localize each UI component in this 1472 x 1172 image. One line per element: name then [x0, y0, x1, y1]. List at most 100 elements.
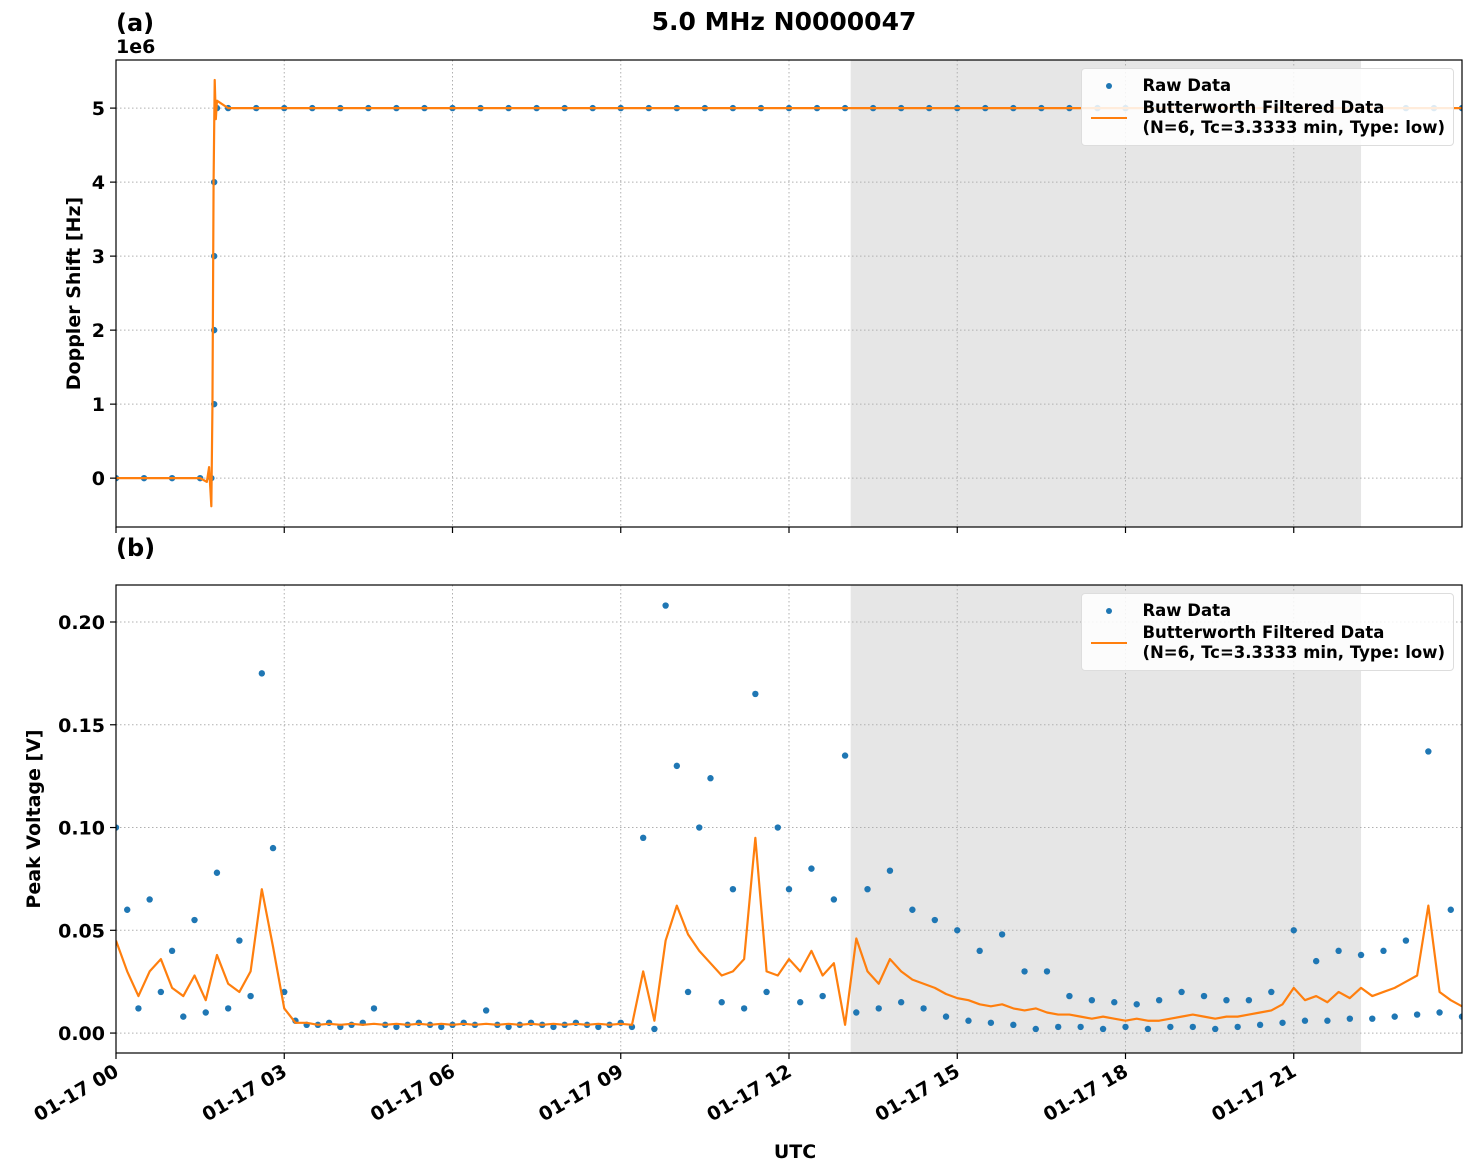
legend-entry: Butterworth Filtered Data (N=6, Tc=3.333…: [1090, 623, 1445, 663]
legend-entry: Butterworth Filtered Data (N=6, Tc=3.333…: [1090, 98, 1445, 138]
raw-point: [942, 1013, 950, 1020]
raw-point: [920, 1005, 927, 1012]
raw-point: [853, 1009, 860, 1016]
plot-area: [116, 602, 1462, 1033]
raw-point: [1021, 968, 1028, 975]
raw-point: [1077, 1023, 1084, 1031]
raw-point: [1212, 1025, 1219, 1033]
filtered-line: [116, 78, 1462, 508]
raw-point: [1133, 1001, 1140, 1008]
x-tick-label: 01-17 12: [703, 1060, 795, 1126]
raw-point: [1402, 937, 1410, 944]
raw-point: [1413, 1011, 1421, 1018]
y-tick-label: 0: [92, 468, 105, 490]
raw-point: [684, 988, 692, 996]
raw-point: [987, 1019, 995, 1026]
raw-point: [157, 988, 165, 996]
raw-point: [236, 937, 243, 944]
raw-point: [124, 906, 131, 913]
raw-point: [740, 1005, 748, 1012]
raw-point: [1256, 1021, 1264, 1029]
x-tick-label: 01-17 06: [367, 1060, 459, 1126]
raw-point: [819, 992, 826, 1000]
raw-point: [1088, 996, 1096, 1004]
raw-point: [830, 896, 838, 903]
raw-point: [841, 752, 849, 759]
raw-point: [729, 885, 737, 893]
raw-point: [550, 1023, 557, 1031]
raw-point: [763, 988, 770, 996]
legend-swatch: [1091, 641, 1128, 645]
raw-point: [998, 931, 1006, 938]
raw-point: [1189, 1023, 1197, 1031]
raw-point: [1032, 1025, 1039, 1033]
raw-point: [1369, 1015, 1376, 1022]
y-tick-label: 4: [92, 172, 105, 194]
raw-point: [662, 602, 669, 609]
y-tick-label: 0.15: [58, 715, 105, 737]
raw-point: [954, 927, 961, 934]
raw-point: [797, 999, 804, 1006]
raw-point: [931, 916, 939, 924]
raw-point: [370, 1005, 378, 1012]
raw-point: [505, 1023, 512, 1031]
raw-point: [180, 1013, 187, 1020]
raw-point: [1066, 992, 1073, 1000]
raw-point: [1010, 1021, 1017, 1029]
raw-point: [1234, 1023, 1241, 1031]
raw-point: [1122, 1023, 1129, 1031]
raw-point: [1447, 906, 1454, 913]
x-tick-label: 01-17 21: [1208, 1060, 1300, 1126]
raw-point: [438, 1023, 445, 1031]
raw-point: [651, 1025, 658, 1033]
x-tick-label: 01-17 03: [198, 1060, 290, 1126]
legend-key: [1090, 83, 1128, 89]
x-tick-label: 01-17 18: [1040, 1060, 1132, 1126]
raw-point: [886, 867, 894, 874]
raw-point: [213, 869, 221, 876]
raw-point: [168, 947, 176, 955]
raw-point: [1111, 999, 1118, 1006]
raw-point: [247, 992, 254, 1000]
raw-point: [1099, 1025, 1107, 1033]
raw-point: [1055, 1023, 1062, 1031]
y-tick-label: 0.10: [58, 818, 105, 840]
raw-point: [258, 670, 266, 677]
raw-point: [864, 885, 871, 893]
legend-key: [1090, 608, 1128, 614]
raw-point: [718, 999, 725, 1006]
raw-point: [785, 885, 793, 893]
panel-label: (a): [116, 9, 154, 37]
legend-swatch: [1106, 83, 1113, 89]
raw-point: [135, 1005, 142, 1012]
raw-point: [1335, 947, 1342, 955]
raw-point: [673, 762, 681, 770]
raw-point: [808, 865, 815, 872]
raw-point: [1268, 988, 1275, 996]
raw-point: [1425, 748, 1432, 755]
legend-key: [1090, 641, 1128, 645]
raw-point: [707, 775, 714, 782]
raw-point: [393, 1023, 400, 1031]
raw-point: [191, 916, 198, 924]
raw-point: [1391, 1013, 1398, 1020]
raw-point: [875, 1005, 882, 1012]
x-tick-label: 01-17 15: [871, 1060, 963, 1126]
raw-point: [909, 906, 916, 913]
raw-point: [897, 999, 905, 1006]
legend-entry: Raw Data: [1090, 76, 1445, 96]
raw-point: [269, 844, 277, 852]
raw-point: [1380, 947, 1387, 955]
legend: Raw Data Butterworth Filtered Data (N=6, …: [1081, 68, 1454, 146]
raw-point: [1290, 927, 1297, 934]
raw-point: [1144, 1025, 1152, 1033]
raw-point: [965, 1017, 972, 1024]
raw-point: [1279, 1019, 1286, 1026]
raw-point: [1357, 951, 1365, 959]
raw-point: [639, 834, 647, 842]
y-tick-label: 0.20: [58, 612, 105, 634]
raw-point: [1312, 957, 1320, 965]
y-axis-label: Peak Voltage [V]: [23, 729, 45, 908]
legend-label: Butterworth Filtered Data (N=6, Tc=3.333…: [1142, 623, 1445, 662]
